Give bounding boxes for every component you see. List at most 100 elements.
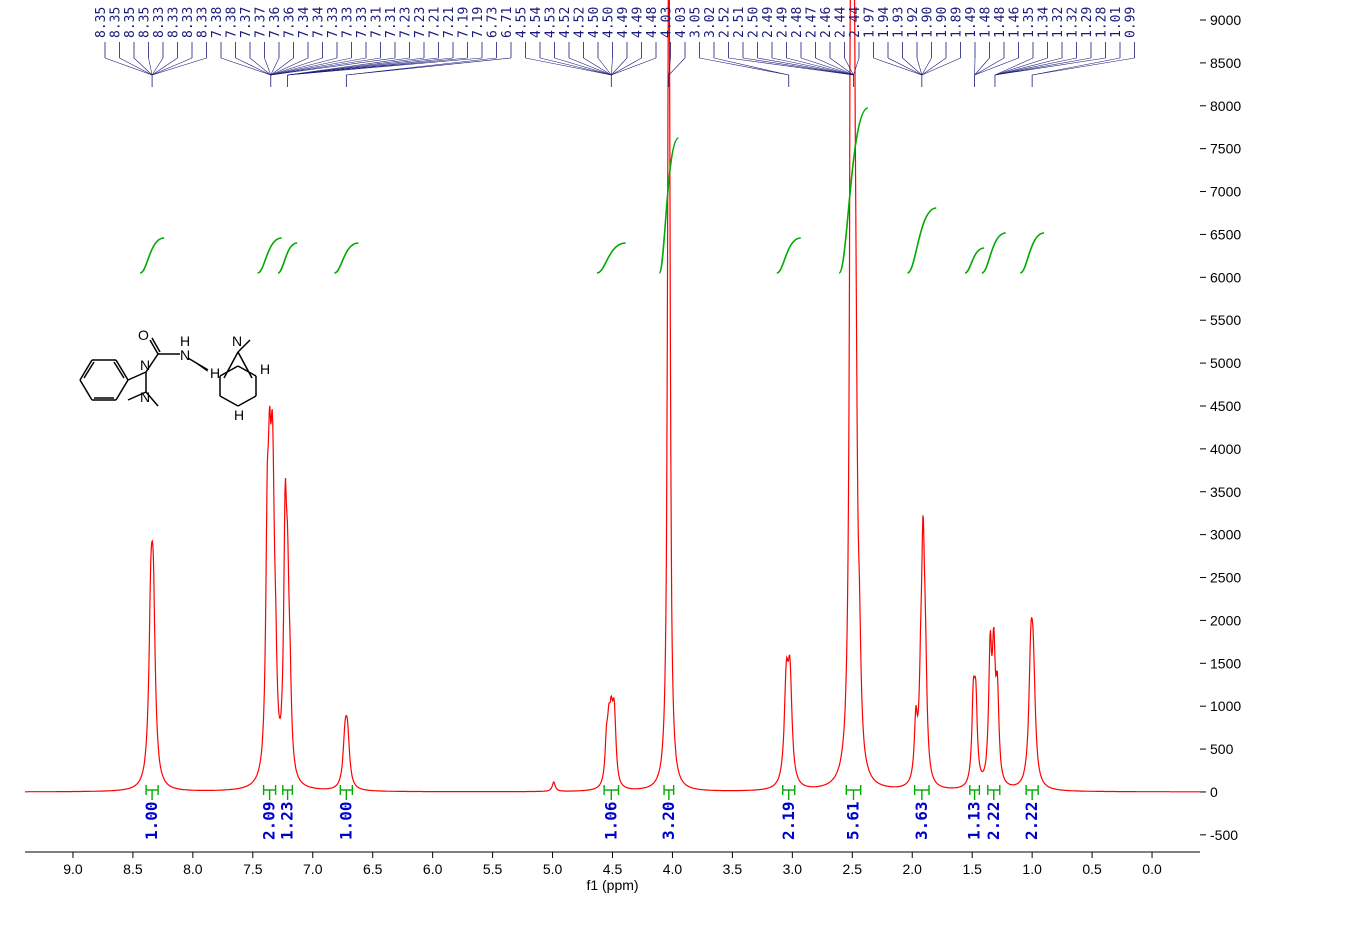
- mol-atom: N: [140, 357, 150, 373]
- peak-stem-diag: [922, 58, 961, 75]
- integral-value: 1.00: [142, 801, 161, 840]
- peak-stem-diag: [1032, 58, 1134, 75]
- x-tick-label: 8.5: [123, 861, 143, 877]
- peak-stem-diag: [758, 58, 854, 75]
- mol-bond: [238, 352, 252, 378]
- peak-label: 1.28: [1095, 7, 1110, 38]
- peak-label: 1.92: [906, 7, 921, 38]
- peak-label: 7.19: [471, 7, 486, 38]
- peak-label: 2.44: [848, 7, 863, 38]
- y-tick-label: 2500: [1210, 570, 1241, 586]
- peak-label: 7.37: [239, 7, 254, 38]
- x-tick-label: 9.0: [63, 861, 83, 877]
- peak-stem-diag: [221, 58, 271, 75]
- y-tick-label: 500: [1210, 741, 1234, 757]
- x-tick-label: 0.0: [1142, 861, 1162, 877]
- peak-stem-diag: [888, 58, 922, 75]
- x-tick-label: 0.5: [1082, 861, 1102, 877]
- peak-label: 7.37: [254, 7, 269, 38]
- peak-stem-diag: [611, 58, 612, 75]
- integral-curve: [278, 243, 297, 273]
- peak-label: 4.50: [602, 7, 617, 38]
- peak-label: 7.36: [283, 7, 298, 38]
- peak-stem-diag: [874, 58, 922, 75]
- peak-label: 8.33: [181, 7, 196, 38]
- peak-stem-diag: [526, 58, 612, 75]
- mol-atom: O: [138, 327, 149, 343]
- peak-label: 7.19: [457, 7, 472, 38]
- peak-label: 2.52: [718, 7, 733, 38]
- peak-label: 1.48: [993, 7, 1008, 38]
- integral-value: 1.00: [336, 801, 355, 840]
- peak-label: 4.55: [515, 7, 530, 38]
- mol-atom: H: [260, 361, 270, 377]
- peak-label: 8.35: [138, 7, 153, 38]
- peak-label: 7.38: [210, 7, 225, 38]
- peak-stem-diag: [669, 58, 685, 75]
- x-tick-label: 6.5: [363, 861, 383, 877]
- peak-label: 7.21: [442, 7, 457, 38]
- mol-bond: [116, 360, 128, 380]
- peak-label: 2.44: [834, 7, 849, 38]
- y-tick-label: 8500: [1210, 55, 1241, 71]
- peak-label: 7.33: [326, 7, 341, 38]
- peak-stem-diag: [611, 58, 627, 75]
- integral-value: 3.20: [659, 801, 678, 840]
- peak-label: 7.31: [370, 7, 385, 38]
- peak-label: 7.33: [341, 7, 356, 38]
- y-tick-label: 6500: [1210, 226, 1241, 242]
- x-tick-label: 4.0: [663, 861, 683, 877]
- integral-value: 2.19: [779, 801, 798, 840]
- peak-label: 2.51: [732, 7, 747, 38]
- mol-bond: [238, 396, 256, 406]
- x-tick-label: 5.0: [543, 861, 563, 877]
- integral-curve: [334, 243, 358, 273]
- y-tick-label: 3000: [1210, 527, 1241, 543]
- y-tick-label: 5500: [1210, 312, 1241, 328]
- y-tick-label: 7500: [1210, 141, 1241, 157]
- integral-curve: [965, 248, 984, 273]
- peak-stem-diag: [995, 58, 1077, 75]
- x-tick-label: 2.5: [843, 861, 863, 877]
- y-tick-label: 4000: [1210, 441, 1241, 457]
- peak-label: 1.29: [1080, 7, 1095, 38]
- peak-label: 4.53: [544, 7, 559, 38]
- integral-curve: [1020, 233, 1044, 273]
- y-tick-label: 3500: [1210, 484, 1241, 500]
- peak-stem-diag: [714, 58, 789, 75]
- peak-label: 7.38: [225, 7, 240, 38]
- integral-value: 2.22: [984, 801, 1003, 840]
- spectrum-trace: [25, 0, 1200, 792]
- integral-curve: [982, 233, 1006, 273]
- y-tick-label: 7000: [1210, 184, 1241, 200]
- peak-label: 2.47: [805, 7, 820, 38]
- y-tick-label: 2000: [1210, 612, 1241, 628]
- integral-curve: [907, 208, 936, 273]
- peak-label: 1.97: [863, 7, 878, 38]
- peak-label: 8.35: [123, 7, 138, 38]
- peak-label: 4.49: [631, 7, 646, 38]
- peak-label: 7.33: [355, 7, 370, 38]
- peak-label: 7.34: [297, 7, 312, 38]
- y-tick-label: 8000: [1210, 98, 1241, 114]
- peak-stem-diag: [922, 58, 946, 75]
- integral-curve: [777, 238, 801, 273]
- peak-label: 1.32: [1051, 7, 1066, 38]
- peak-label: 8.35: [94, 7, 109, 38]
- peak-label: 1.90: [921, 7, 936, 38]
- y-tick-label: 5000: [1210, 355, 1241, 371]
- peak-label: 8.35: [109, 7, 124, 38]
- y-tick-label: 1500: [1210, 655, 1241, 671]
- peak-label: 3.05: [689, 7, 704, 38]
- mol-bond: [116, 380, 128, 400]
- integral-value: 2.22: [1022, 801, 1041, 840]
- y-tick-label: 1000: [1210, 698, 1241, 714]
- x-tick-label: 4.5: [603, 861, 623, 877]
- peak-stem-diag: [105, 58, 152, 75]
- integral-curve: [839, 108, 868, 273]
- peak-stem-diag: [134, 58, 152, 75]
- integral-value: 2.09: [260, 801, 279, 840]
- mol-atom: N: [140, 389, 150, 405]
- y-tick-label: 6000: [1210, 269, 1241, 285]
- peak-label: 4.52: [558, 7, 573, 38]
